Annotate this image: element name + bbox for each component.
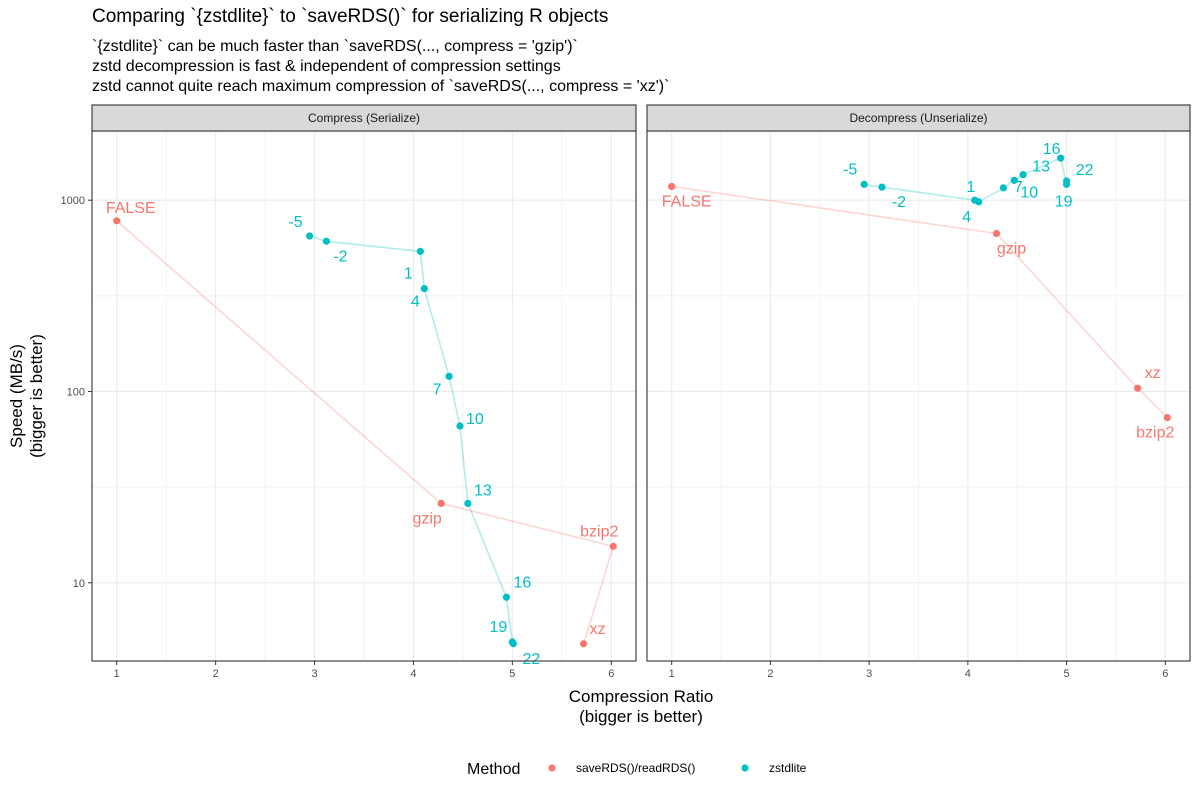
data-point: [1010, 176, 1018, 184]
data-point: [1057, 154, 1065, 162]
x-tick-label: 4: [410, 668, 416, 680]
legend-key: [548, 764, 556, 772]
data-point: [1163, 414, 1171, 422]
y-tick-label: 100: [67, 386, 85, 398]
facet-strip-label: Decompress (Unserialize): [849, 111, 987, 125]
data-label: 1: [966, 179, 975, 196]
data-point: [509, 640, 517, 648]
data-label: 16: [514, 574, 532, 591]
series-path-zstdlite: [864, 156, 1068, 203]
legend-label: saveRDS()/readRDS(): [576, 761, 695, 775]
legend-key: [741, 764, 749, 772]
data-label: 13: [474, 482, 492, 499]
y-axis-title-line-2: (bigger is better): [27, 334, 46, 458]
data-label: 22: [1076, 162, 1094, 179]
x-tick-label: 3: [866, 668, 872, 680]
data-label: 7: [1014, 179, 1023, 196]
data-label: -5: [288, 214, 302, 231]
data-label: bzip2: [1136, 425, 1174, 442]
series-path-zstdlite: [309, 235, 515, 645]
data-label: 10: [1020, 184, 1038, 201]
x-tick-label: 1: [114, 668, 120, 680]
data-point: [437, 499, 445, 507]
data-label: FALSE: [662, 193, 712, 210]
data-point: [416, 247, 424, 255]
data-label: FALSE: [106, 200, 156, 217]
x-tick-label: 2: [767, 668, 773, 680]
x-tick-label: 6: [608, 668, 614, 680]
data-point: [878, 183, 886, 191]
data-label: 10: [466, 411, 484, 428]
data-point: [1062, 177, 1071, 185]
x-tick-label: 5: [509, 668, 515, 680]
data-label: 22: [522, 651, 540, 668]
data-label: gzip: [997, 240, 1026, 257]
data-point: [1134, 384, 1142, 392]
data-point: [456, 422, 464, 430]
data-point: [999, 184, 1008, 192]
x-tick-label: 5: [1064, 668, 1070, 680]
data-point: [445, 372, 453, 380]
data-label: 4: [411, 294, 420, 311]
legend-title: Method: [467, 761, 520, 778]
legend-label: zstdlite: [769, 761, 807, 775]
data-label: -5: [843, 161, 857, 178]
x-tick-label: 6: [1162, 668, 1168, 680]
data-label: gzip: [412, 510, 441, 527]
y-axis-title: Speed (MB/s): [7, 344, 26, 448]
data-label: -2: [892, 194, 906, 211]
chart-subtitle-line-2: zstd decompression is fast & independent…: [92, 58, 561, 75]
data-point: [579, 640, 588, 648]
facet-strip: [646, 104, 1191, 132]
x-axis-title-line-2: (bigger is better): [579, 707, 703, 726]
data-label: xz: [590, 621, 606, 638]
y-tick-label: 10: [73, 578, 85, 590]
data-label: xz: [1145, 365, 1161, 382]
data-point: [113, 217, 121, 225]
x-tick-label: 4: [965, 668, 971, 680]
data-label: 19: [489, 619, 507, 636]
data-point: [609, 542, 617, 550]
x-tick-label: 1: [669, 668, 675, 680]
x-tick-label: 2: [213, 668, 219, 680]
data-label: 7: [433, 381, 442, 398]
series-path-saverds: [116, 220, 615, 645]
data-point: [464, 499, 472, 507]
y-tick-label: 1000: [61, 195, 85, 207]
x-tick-label: 3: [311, 668, 317, 680]
data-point: [420, 285, 428, 293]
data-label: 19: [1055, 193, 1073, 210]
facet-strip: [91, 104, 637, 132]
data-label: 16: [1043, 141, 1061, 158]
chart-subtitle-line-1: `{zstdlite}` can be much faster than `sa…: [92, 38, 578, 55]
x-axis-title: Compression Ratio: [569, 687, 714, 706]
data-point: [668, 182, 676, 191]
data-point: [306, 232, 314, 240]
data-point: [860, 180, 868, 188]
data-label: 13: [1032, 159, 1050, 176]
series-path-saverds: [671, 185, 1168, 419]
data-point: [992, 229, 1001, 238]
data-label: 4: [962, 209, 971, 226]
data-label: -2: [333, 248, 347, 265]
data-label: 1: [404, 265, 413, 282]
chart-subtitle-line-3: zstd cannot quite reach maximum compress…: [92, 78, 670, 95]
facet-strip-label: Compress (Serialize): [308, 111, 420, 125]
chart-title: Comparing `{zstdlite}` to `saveRDS()` fo…: [92, 6, 609, 27]
data-label: bzip2: [580, 523, 618, 540]
data-point: [975, 198, 983, 206]
data-point: [1019, 171, 1027, 179]
data-point: [502, 593, 511, 601]
data-point: [322, 237, 331, 245]
